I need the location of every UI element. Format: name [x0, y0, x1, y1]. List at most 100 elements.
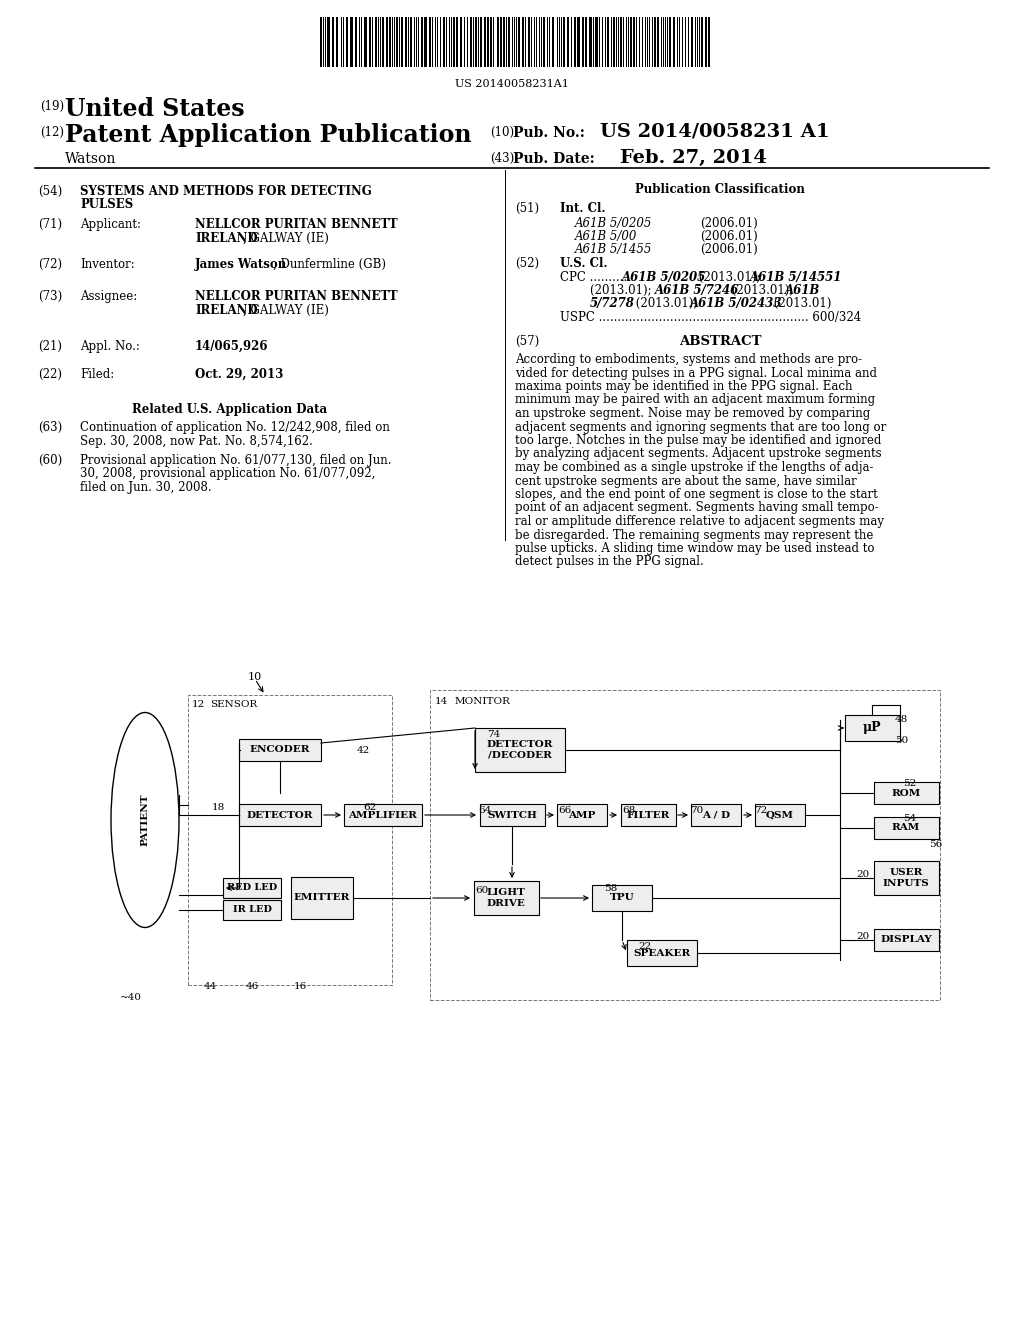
Text: A61B 5/02433: A61B 5/02433 [690, 297, 782, 310]
Text: , Dunfermline (GB): , Dunfermline (GB) [273, 257, 386, 271]
Text: 14/065,926: 14/065,926 [195, 341, 268, 352]
Bar [239, 804, 321, 826]
Bar [552, 17, 554, 67]
Text: USER
INPUTS: USER INPUTS [883, 869, 930, 887]
Text: SPEAKER: SPEAKER [634, 949, 690, 957]
Bar [375, 17, 377, 67]
Bar [633, 17, 635, 67]
Bar [369, 17, 371, 67]
Text: Continuation of application No. 12/242,908, filed on: Continuation of application No. 12/242,9… [80, 421, 390, 434]
Text: (51): (51) [515, 202, 539, 215]
Text: PATIENT: PATIENT [140, 793, 150, 846]
Text: US 2014/0058231 A1: US 2014/0058231 A1 [600, 123, 829, 141]
Text: detect pulses in the PPG signal.: detect pulses in the PPG signal. [515, 556, 703, 569]
Bar [508, 17, 510, 67]
Text: IRELAND: IRELAND [195, 231, 258, 244]
Text: (57): (57) [515, 335, 540, 348]
Bar [630, 17, 632, 67]
Bar [627, 940, 697, 966]
Text: 20: 20 [857, 870, 870, 879]
Bar [406, 17, 407, 67]
Text: Sep. 30, 2008, now Pat. No. 8,574,162.: Sep. 30, 2008, now Pat. No. 8,574,162. [80, 434, 313, 447]
Text: slopes, and the end point of one segment is close to the start: slopes, and the end point of one segment… [515, 488, 878, 502]
Text: AMP: AMP [568, 810, 596, 820]
Bar [346, 17, 348, 67]
Text: Inventor:: Inventor: [80, 257, 135, 271]
Text: may be combined as a single upstroke if the lengths of adja-: may be combined as a single upstroke if … [515, 461, 873, 474]
Text: Assignee:: Assignee: [80, 290, 137, 304]
Bar [873, 817, 939, 840]
Text: SENSOR: SENSOR [210, 700, 257, 709]
Text: , GALWAY (IE): , GALWAY (IE) [243, 304, 329, 317]
Text: 60: 60 [475, 886, 488, 895]
Bar [484, 17, 486, 67]
Text: 30, 2008, provisional application No. 61/077,092,: 30, 2008, provisional application No. 61… [80, 467, 376, 480]
Text: SYSTEMS AND METHODS FOR DETECTING: SYSTEMS AND METHODS FOR DETECTING [80, 185, 372, 198]
Bar [456, 17, 458, 67]
Text: 22: 22 [638, 942, 651, 950]
Bar [382, 17, 384, 67]
Text: Related U.S. Application Data: Related U.S. Application Data [132, 403, 328, 416]
Text: (2013.01): (2013.01) [770, 297, 831, 310]
Text: ABSTRACT: ABSTRACT [679, 335, 761, 348]
Bar [567, 17, 569, 67]
Bar [470, 17, 472, 67]
Bar [708, 17, 710, 67]
Bar [487, 17, 489, 67]
Bar [473, 880, 539, 915]
Bar [479, 804, 545, 826]
Bar [223, 900, 281, 920]
Text: (10): (10) [490, 125, 514, 139]
Text: 50: 50 [895, 737, 908, 744]
Text: adjacent segments and ignoring segments that are too long or: adjacent segments and ignoring segments … [515, 421, 886, 433]
Bar [557, 804, 607, 826]
Text: LIGHT
DRIVE: LIGHT DRIVE [486, 888, 525, 908]
Text: Applicant:: Applicant: [80, 218, 141, 231]
Text: Int. Cl.: Int. Cl. [560, 202, 605, 215]
Text: SWITCH: SWITCH [487, 810, 537, 820]
Text: (52): (52) [515, 257, 539, 271]
Text: (71): (71) [38, 218, 62, 231]
Text: A / D: A / D [701, 810, 730, 820]
Bar [592, 884, 652, 911]
Text: NELLCOR PURITAN BENNETT: NELLCOR PURITAN BENNETT [195, 218, 397, 231]
Bar [543, 17, 545, 67]
Bar [355, 17, 357, 67]
Text: USPC ........................................................ 600/324: USPC ...................................… [560, 312, 861, 323]
Text: (2013.01);: (2013.01); [728, 284, 797, 297]
Bar [421, 17, 423, 67]
Text: 62: 62 [362, 803, 376, 812]
Bar [607, 17, 609, 67]
Bar [350, 17, 353, 67]
Bar [401, 17, 403, 67]
Text: 64: 64 [478, 807, 492, 814]
Bar [344, 804, 422, 826]
Text: A61B 5/7246: A61B 5/7246 [655, 284, 739, 297]
Bar [223, 878, 281, 898]
Text: 44: 44 [204, 982, 217, 991]
Text: MONITOR: MONITOR [455, 697, 511, 706]
Text: 68: 68 [622, 807, 635, 814]
Text: (21): (21) [38, 341, 62, 352]
Text: U.S. Cl.: U.S. Cl. [560, 257, 607, 271]
Bar [620, 17, 622, 67]
Text: 42: 42 [357, 746, 371, 755]
Text: (54): (54) [38, 185, 62, 198]
Bar [589, 17, 592, 67]
Text: (2006.01): (2006.01) [700, 230, 758, 243]
Text: (2006.01): (2006.01) [700, 216, 758, 230]
Text: CPC ..........: CPC .......... [560, 271, 631, 284]
Text: Feb. 27, 2014: Feb. 27, 2014 [620, 149, 767, 168]
Text: PULSES: PULSES [80, 198, 133, 211]
Text: vided for detecting pulses in a PPG signal. Local minima and: vided for detecting pulses in a PPG sign… [515, 367, 877, 380]
Bar [621, 804, 676, 826]
Text: (72): (72) [38, 257, 62, 271]
Text: , GALWAY (IE): , GALWAY (IE) [243, 231, 329, 244]
Bar [424, 17, 427, 67]
Bar [691, 804, 741, 826]
Bar [522, 17, 524, 67]
Bar [518, 17, 520, 67]
Text: 16: 16 [293, 982, 306, 991]
Bar [188, 696, 392, 985]
Text: 58: 58 [604, 884, 617, 894]
